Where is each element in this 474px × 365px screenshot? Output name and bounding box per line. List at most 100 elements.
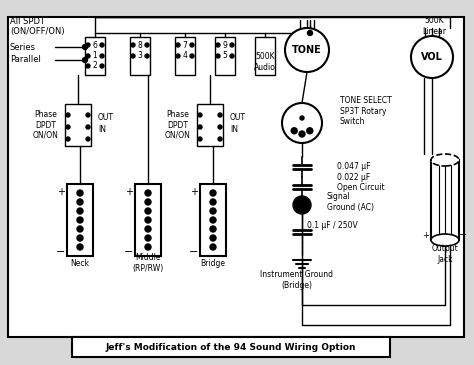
Text: All SPDT
(ON/OFF/ON): All SPDT (ON/OFF/ON) (10, 17, 64, 36)
Circle shape (210, 226, 216, 232)
Text: TONE SELECT
SP3T Rotary
Switch: TONE SELECT SP3T Rotary Switch (340, 96, 392, 126)
Circle shape (307, 128, 313, 134)
Circle shape (86, 125, 90, 129)
Text: +: + (422, 231, 429, 239)
Circle shape (411, 36, 453, 78)
Text: 4: 4 (182, 51, 187, 61)
Text: 500K
Linear: 500K Linear (422, 16, 446, 36)
Circle shape (210, 190, 216, 196)
Circle shape (176, 54, 180, 58)
Text: 0.1 μF / 250V: 0.1 μF / 250V (307, 220, 358, 230)
Text: 500K
Audio: 500K Audio (254, 52, 276, 72)
Ellipse shape (431, 234, 459, 246)
Text: 5: 5 (223, 51, 228, 61)
Text: Phase
DPDT
ON/ON: Phase DPDT ON/ON (33, 110, 59, 140)
Circle shape (77, 199, 83, 205)
Circle shape (66, 113, 70, 117)
Circle shape (230, 43, 234, 47)
Bar (175, 37, 195, 75)
Circle shape (77, 226, 83, 232)
Text: −: − (56, 247, 66, 257)
Circle shape (100, 64, 104, 68)
Circle shape (77, 244, 83, 250)
Bar (197, 104, 223, 146)
Bar (431, 160, 459, 240)
Bar (130, 37, 150, 75)
Circle shape (293, 196, 311, 214)
Circle shape (198, 125, 202, 129)
Circle shape (77, 208, 83, 214)
Circle shape (198, 137, 202, 141)
Text: Phase
DPDT
ON/ON: Phase DPDT ON/ON (165, 110, 191, 140)
Circle shape (100, 54, 104, 58)
Circle shape (86, 54, 90, 58)
Bar (215, 37, 235, 75)
Bar (255, 37, 275, 75)
Text: 6: 6 (92, 41, 98, 50)
Circle shape (145, 43, 149, 47)
Circle shape (210, 244, 216, 250)
Circle shape (285, 28, 329, 72)
Circle shape (218, 113, 222, 117)
Circle shape (230, 54, 234, 58)
Circle shape (218, 137, 222, 141)
Circle shape (131, 54, 135, 58)
Circle shape (145, 199, 151, 205)
Text: Instrument Ground
(Bridge): Instrument Ground (Bridge) (261, 270, 334, 290)
Circle shape (145, 190, 151, 196)
Text: 0.047 μF
0.022 μF
Open Circuit: 0.047 μF 0.022 μF Open Circuit (337, 162, 384, 192)
Circle shape (131, 43, 135, 47)
Circle shape (82, 45, 88, 50)
Bar (135, 184, 161, 256)
Circle shape (77, 190, 83, 196)
Circle shape (145, 244, 151, 250)
Text: 3: 3 (137, 51, 143, 61)
Circle shape (437, 237, 443, 243)
Text: IN: IN (230, 126, 238, 134)
Text: Bridge: Bridge (201, 258, 226, 268)
Text: −: − (124, 247, 134, 257)
Circle shape (145, 54, 149, 58)
Circle shape (82, 58, 88, 62)
Circle shape (176, 43, 180, 47)
Circle shape (291, 128, 297, 134)
Circle shape (210, 199, 216, 205)
Text: Jeff's Modification of the 94 Sound Wiring Option: Jeff's Modification of the 94 Sound Wiri… (106, 342, 356, 351)
Text: 8: 8 (137, 41, 142, 50)
Text: Parallel: Parallel (10, 55, 41, 65)
Circle shape (66, 125, 70, 129)
Circle shape (77, 217, 83, 223)
Text: Middle
(RP/RW): Middle (RP/RW) (132, 253, 164, 273)
Circle shape (100, 43, 104, 47)
Circle shape (218, 125, 222, 129)
Circle shape (86, 113, 90, 117)
Circle shape (198, 113, 202, 117)
Circle shape (145, 226, 151, 232)
Circle shape (190, 43, 194, 47)
Bar (8, 17, 464, 337)
Circle shape (66, 137, 70, 141)
Text: Signal
Ground (AC): Signal Ground (AC) (327, 192, 374, 212)
Circle shape (145, 235, 151, 241)
Text: Output
Jack: Output Jack (432, 244, 458, 264)
Text: 2: 2 (92, 61, 97, 70)
Bar (200, 184, 226, 256)
Circle shape (86, 137, 90, 141)
Bar (72, 337, 390, 357)
Circle shape (308, 31, 312, 35)
Bar (85, 37, 105, 75)
Circle shape (190, 54, 194, 58)
Text: OUT: OUT (98, 112, 114, 122)
Circle shape (216, 54, 220, 58)
Circle shape (447, 237, 453, 243)
Text: IN: IN (98, 126, 106, 134)
Circle shape (282, 103, 322, 143)
Circle shape (300, 116, 304, 120)
Text: +: + (57, 187, 65, 197)
Circle shape (77, 235, 83, 241)
Circle shape (145, 208, 151, 214)
Text: 9: 9 (223, 41, 228, 50)
Text: 7: 7 (182, 41, 187, 50)
Text: TONE: TONE (292, 45, 322, 55)
Text: 1: 1 (92, 51, 97, 61)
